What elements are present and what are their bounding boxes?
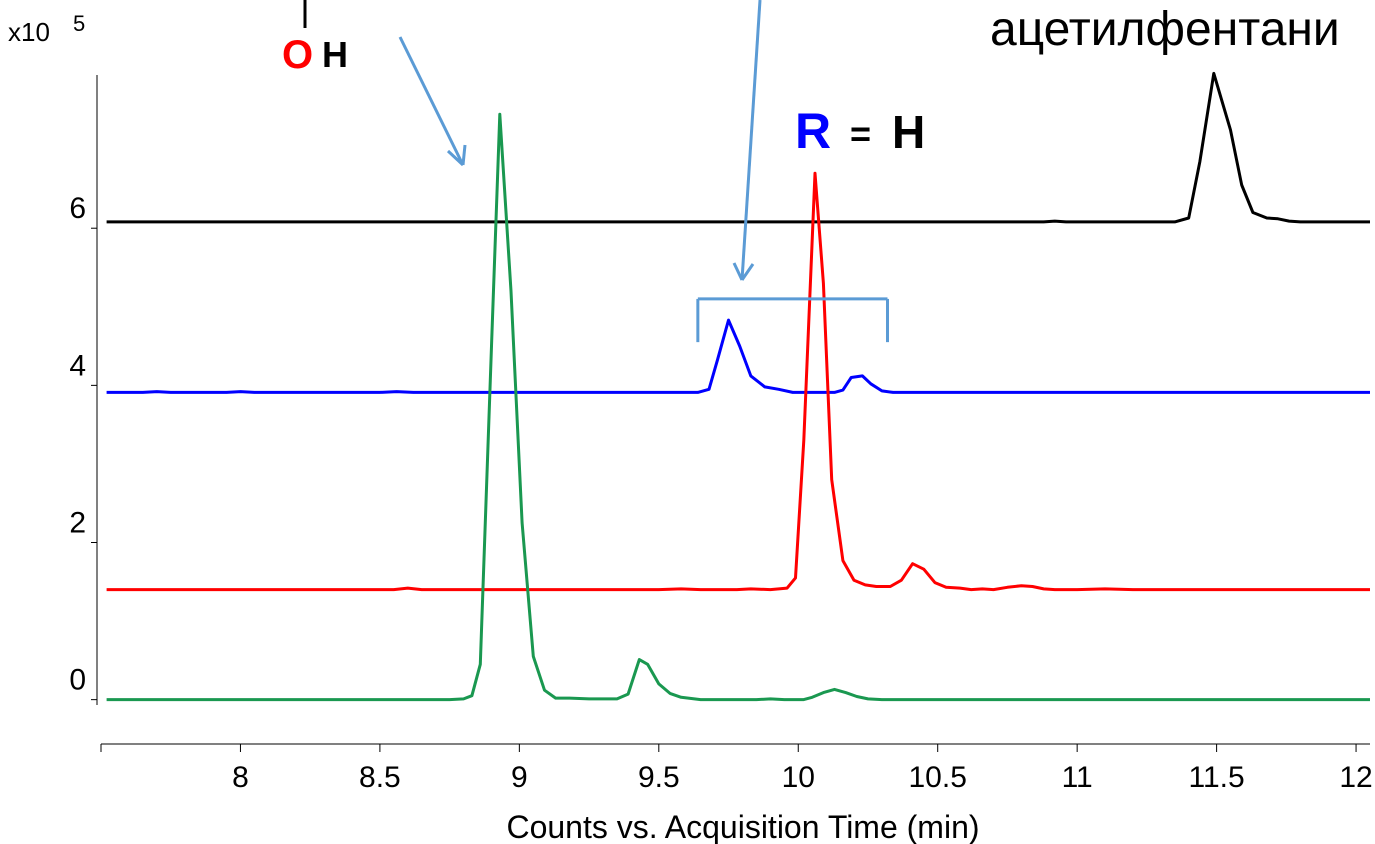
x-tick-label: 11 [1062,761,1093,794]
x-tick-label: 12 [1339,761,1372,794]
series-line-0 [106,71,1370,224]
series-line-2 [106,171,1370,592]
y-tick-label: 4 [69,349,86,382]
compound-name-label: ацетилфентани [990,3,1340,56]
x-tick-label: 10.5 [909,761,967,794]
axis-title-layer: Counts vs. Acquisition Time (min) [506,809,979,844]
arrow-to-green-peak [398,36,467,167]
r-equals: = [850,113,871,154]
series-line-1 [106,318,1370,394]
oh-oxygen-label: O [282,33,313,77]
series-layer [106,71,1370,702]
y-tick-label: 2 [69,507,86,540]
x-tick-label: 10 [782,761,815,794]
y-tick-label: 6 [69,192,86,225]
x-tick-label: 9 [511,761,528,794]
axes: 0 2 4 6 8 8.5 9 9.5 10 10.5 11 11.5 12 [69,75,1373,794]
x-tick-label: 8.5 [359,761,401,794]
series-line-3 [106,112,1370,702]
r-label: R [795,103,831,159]
oh-hydrogen-label: H [322,34,348,75]
x-tick-label: 9.5 [638,761,680,794]
arrow-to-bracket [732,0,762,281]
x-tick-label: 11.5 [1189,761,1245,794]
bracket-layer [696,297,890,343]
annotation-layer: x10 5 O H R = H ацетилфентани [8,0,1340,281]
y-exponent: 5 [73,11,85,36]
r-hydrogen-label: H [892,106,925,158]
y-multiplier: x10 [8,17,50,47]
x-tick-label: 8 [232,761,249,794]
x-axis-title: Counts vs. Acquisition Time (min) [506,809,979,844]
y-tick-label: 0 [69,664,86,697]
